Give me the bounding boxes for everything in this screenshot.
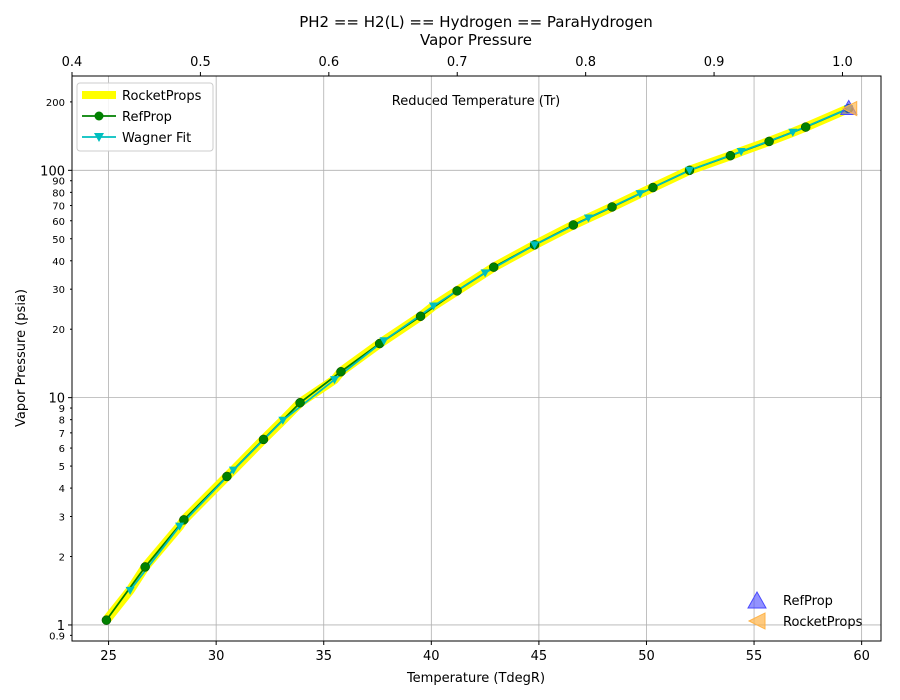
y-minor-tick-label: 70 [52,202,65,213]
refprop-point [568,220,579,230]
wagner-fit-point [278,416,288,425]
top-tick-label: 0.5 [190,55,211,70]
y-minor-tick-label: 60 [52,217,65,228]
wagner-fit-point [788,128,798,137]
series-layer [101,104,854,625]
legend-marker-wagner-fit [94,133,104,142]
legend-marker-refprop [94,111,104,121]
refprop-point [258,434,269,445]
series-line-wagner-fit [129,107,850,592]
y-minor-tick-label: 20 [52,325,65,336]
chart-title: PH2 == H2(L) == Hydrogen == ParaHydrogen [299,13,653,31]
refprop-point [179,515,189,525]
y-minor-tick-label: 30 [52,285,65,296]
refprop-point [800,122,811,132]
legend-label-critical-refprop: RefProp [783,594,833,609]
y-minor-tick-label: 6 [59,444,65,455]
legend-marker-critical-refprop [747,590,767,609]
wagner-fit-point [175,522,185,531]
legend-label-refprop: RefProp [122,110,172,125]
top-axis-label: Reduced Temperature (Tr) [392,94,560,109]
y-minor-tick-label: 4 [59,484,65,495]
plot-frame [71,75,882,642]
series-line-refprop [105,107,850,621]
y-axis-label: Vapor Pressure (psia) [14,289,29,427]
y-minor-tick-label: 2 [59,553,65,564]
x-tick-label: 30 [208,649,225,664]
y-minor-tick-label: 7 [59,429,65,440]
y-minor-tick-label: 50 [52,235,65,246]
x-tick-label: 40 [423,649,440,664]
refprop-point [140,562,150,572]
refprop-point [607,202,617,212]
legend-marker-critical-rocketprops [747,612,766,630]
chart-subtitle: Vapor Pressure [420,31,532,49]
refprop-point [336,366,346,377]
x-tick-label: 60 [853,649,870,664]
refprop-point [488,262,499,272]
refprop-point [222,471,232,482]
y-minor-tick-label: 3 [59,512,65,523]
top-tick-label: 0.6 [318,55,339,70]
y-minor-tick-label: 40 [52,257,65,268]
legend-label-critical-rocketprops: RocketProps [783,615,863,630]
wagner-fit-point [379,337,389,346]
refprop-point [764,136,774,147]
legend-upper: RocketProps RefProp Wagner Fit [76,82,214,152]
critical-point-rocketprops [841,100,858,117]
refprop-point [295,397,305,408]
markers-layer [101,99,858,625]
wagner-fit-point [428,302,438,311]
x-tick-label: 35 [315,649,332,664]
x-axis-label: Temperature (TdegR) [406,671,545,686]
legend-label-wagner-fit: Wagner Fit [122,131,191,146]
y-minor-tick-label: 0.9 [49,631,65,642]
refprop-point [725,150,736,161]
legend-upper-box [76,82,214,152]
x-tick-label: 50 [638,649,655,664]
wagner-fit-point [530,241,540,250]
y-minor-tick-label: 200 [46,98,65,109]
refprop-point [648,182,658,193]
wagner-fit-point [583,214,593,223]
grid-lines [72,76,881,641]
x-tick-label: 45 [531,649,548,664]
top-tick-label: 0.7 [447,55,468,70]
x-axis-ticks: 25 30 35 40 45 50 55 60 [100,641,870,664]
top-tick-label: 0.4 [62,55,83,70]
refprop-point [101,615,112,625]
y-tick-label: 1 [57,619,65,634]
y-minor-tick-label: 5 [59,462,65,473]
top-axis-ticks: 0.4 0.5 0.6 0.7 0.8 0.9 1.0 [62,55,853,76]
y-minor-tick-label: 9 [59,404,65,415]
x-tick-label: 25 [100,649,117,664]
wagner-fit-point [635,190,645,199]
y-minor-tick-label: 8 [59,416,65,427]
refprop-point [452,286,462,296]
refprop-point [415,311,426,322]
wagner-fit-point [480,269,490,278]
top-tick-label: 0.9 [704,55,725,70]
y-tick-label: 100 [40,164,65,179]
y-minor-tick-label: 80 [52,188,65,199]
wagner-fit-point [736,148,746,157]
legend-label-rocketprops: RocketProps [122,89,202,104]
top-tick-label: 1.0 [832,55,853,70]
y-tick-label: 10 [48,392,65,407]
wagner-fit-point [228,466,238,475]
top-tick-label: 0.8 [575,55,596,70]
wagner-fit-point [685,166,695,175]
series-line-rocketprops [101,104,854,625]
legend-lower: RefProp RocketProps [747,590,863,630]
wagner-fit-point [125,586,135,595]
wagner-fit-point [329,376,339,385]
y-minor-tick-label: 90 [52,177,65,188]
x-tick-label: 55 [746,649,763,664]
